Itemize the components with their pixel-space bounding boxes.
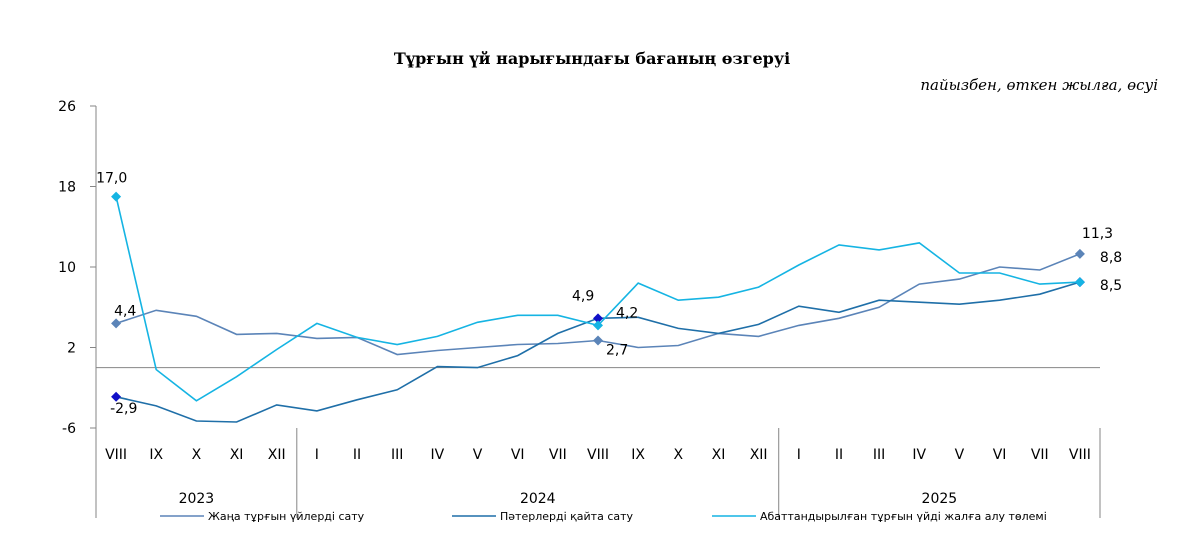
data-label: 2,7 xyxy=(606,342,628,358)
legend-label: Абаттандырылған тұрғын үйді жалға алу тө… xyxy=(760,510,1047,523)
series-layer xyxy=(111,191,1085,423)
x-tick-label: VI xyxy=(993,447,1007,463)
x-tick-label: VIII xyxy=(587,447,609,463)
x-tick-label: IV xyxy=(431,447,445,463)
x-tick-label: X xyxy=(674,447,684,463)
x-tick-label: XI xyxy=(712,447,726,463)
x-tick-label: X xyxy=(192,447,202,463)
x-tick-label: VIII xyxy=(105,447,127,463)
x-tick-label: IX xyxy=(149,447,163,463)
x-tick-label: VI xyxy=(511,447,525,463)
x-tick-label: XI xyxy=(230,447,244,463)
x-tick-label: II xyxy=(835,447,843,463)
data-label: 4,2 xyxy=(616,305,638,321)
series-line-2 xyxy=(115,281,1081,423)
data-label: -2,9 xyxy=(110,401,137,417)
data-point-marker xyxy=(593,320,603,331)
data-point-marker xyxy=(111,318,122,329)
x-tick-label: V xyxy=(473,447,483,463)
x-tick-label: V xyxy=(955,447,965,463)
x-tick-label: II xyxy=(353,447,361,463)
chart-title: Тұрғын үй нарығындағы бағаның өзгеруі xyxy=(394,49,790,68)
x-tick-label: III xyxy=(873,447,885,463)
data-point-marker xyxy=(111,191,122,202)
x-tick-label: IV xyxy=(912,447,926,463)
year-label: 2025 xyxy=(922,491,958,507)
series-line-3 xyxy=(115,196,1080,402)
data-point-marker xyxy=(593,313,603,324)
legend-label: Пәтерлерді қайта сату xyxy=(500,510,634,523)
year-label: 2023 xyxy=(179,491,215,507)
chart-subtitle: пайызбен, өткен жылға, өсуі xyxy=(920,76,1158,94)
y-tick-label: 10 xyxy=(58,260,76,276)
x-tick-label: XII xyxy=(750,447,768,463)
legend: Жаңа тұрғын үйлерді сату Пәтерлерді қайта… xyxy=(160,510,1047,523)
data-label: 8,5 xyxy=(1100,278,1122,294)
x-tick-label: VIII xyxy=(1069,447,1091,463)
data-point-marker xyxy=(111,391,122,402)
data-label: 4,4 xyxy=(114,303,136,319)
data-label: 8,8 xyxy=(1100,250,1122,266)
year-label: 2024 xyxy=(520,491,556,507)
legend-label: Жаңа тұрғын үйлерді сату xyxy=(208,510,365,523)
y-tick-label: -6 xyxy=(62,421,76,437)
x-tick-label: VII xyxy=(1031,447,1049,463)
x-tick-label: VII xyxy=(549,447,567,463)
x-tick-label: XII xyxy=(268,447,286,463)
data-labels: 4,4 2,7 11,3 -2,9 4,9 8,5 17,0 4,2 8,8 xyxy=(96,171,1122,417)
data-label: 17,0 xyxy=(96,171,127,187)
x-tick-label: III xyxy=(391,447,403,463)
data-label: 4,9 xyxy=(572,288,594,304)
data-label: 11,3 xyxy=(1082,226,1113,242)
y-tick-label: 18 xyxy=(58,180,76,196)
data-point-marker xyxy=(593,335,603,346)
x-tick-label: I xyxy=(797,447,801,463)
y-tick-label: 26 xyxy=(58,99,76,115)
data-point-marker xyxy=(1074,277,1085,288)
data-point-marker xyxy=(1074,248,1085,259)
x-tick-label: I xyxy=(315,447,319,463)
x-tick-label: IX xyxy=(631,447,645,463)
y-tick-label: 2 xyxy=(67,341,76,357)
